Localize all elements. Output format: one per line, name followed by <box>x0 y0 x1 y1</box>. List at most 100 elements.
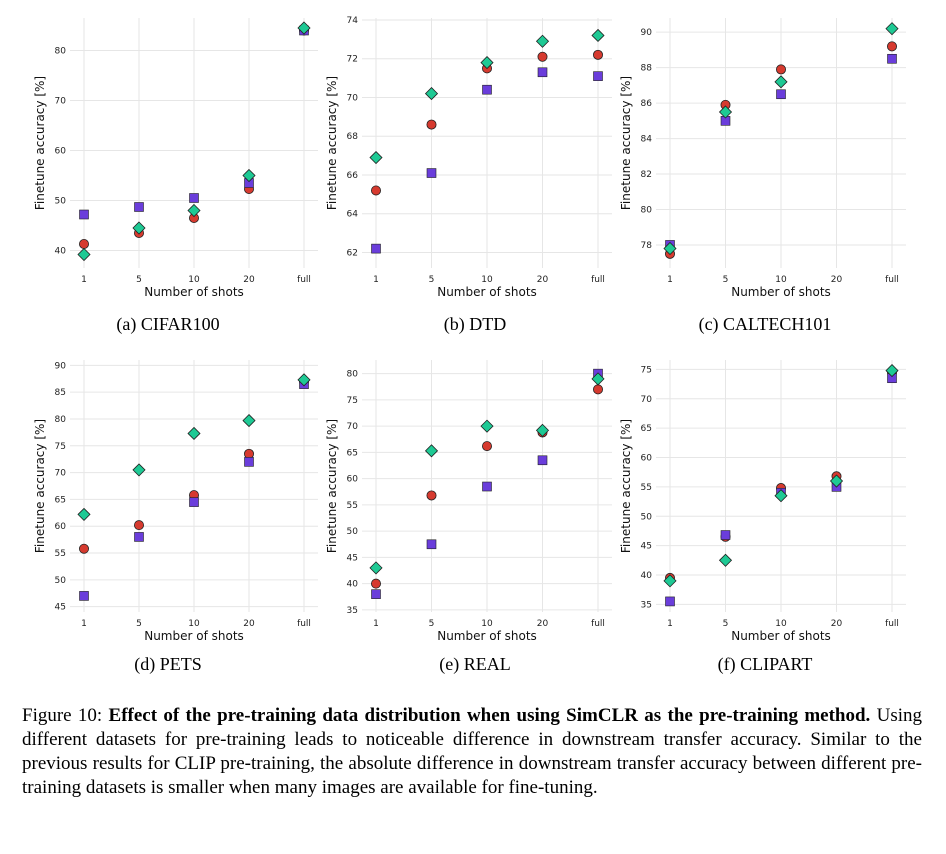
data-point-diamond <box>424 444 439 458</box>
y-tick-label: 74 <box>347 16 359 26</box>
y-tick-label: 78 <box>641 241 653 251</box>
y-tick-label: 62 <box>347 248 358 258</box>
data-point-diamond <box>885 22 899 36</box>
x-tick-label: full <box>885 275 899 285</box>
data-point-diamond <box>242 168 256 183</box>
data-point-square <box>371 589 381 599</box>
data-point-circle <box>79 238 90 249</box>
y-tick-label: 75 <box>347 396 358 406</box>
data-point-diamond <box>77 247 91 262</box>
x-axis-label: Number of shots <box>437 285 537 299</box>
y-axis-label: Finetune accuracy [%] <box>33 76 47 210</box>
subplot-title: (a) CIFAR100 <box>116 314 219 335</box>
chart-panel-2: 62 64 66 68 70 72 74 1 5 10 20 full Number of shots F… <box>325 16 612 335</box>
y-tick-label: 80 <box>55 47 67 57</box>
y-tick-label: 35 <box>347 606 358 616</box>
x-tick-label: 1 <box>667 275 673 285</box>
data-point-square <box>665 596 675 607</box>
x-tick-label: 1 <box>81 619 87 629</box>
x-tick-label: 1 <box>81 275 87 285</box>
y-tick-label: 40 <box>641 571 653 581</box>
x-tick-label: 10 <box>481 275 493 285</box>
x-tick-label: 5 <box>429 275 435 285</box>
caption-label: Figure 10: <box>22 705 103 726</box>
x-tick-label: 5 <box>136 275 142 285</box>
subplot-title: (d) PETS <box>134 654 202 675</box>
x-tick-label: 10 <box>188 275 200 285</box>
x-tick-label: 5 <box>429 619 435 629</box>
y-tick-label: 72 <box>347 55 358 65</box>
data-point-square <box>189 193 199 203</box>
x-tick-label: 20 <box>537 619 549 629</box>
x-tick-label: full <box>591 275 605 285</box>
data-point-diamond <box>77 507 91 521</box>
data-point-square <box>189 497 199 507</box>
y-axis-label: Finetune accuracy [%] <box>619 419 633 553</box>
y-tick-label: 65 <box>55 495 66 505</box>
subplot-title: (f) CLIPART <box>718 654 813 675</box>
data-point-square <box>482 84 492 95</box>
y-tick-label: 90 <box>641 28 653 38</box>
data-point-circle <box>426 490 437 501</box>
figure-grid: 40 50 60 70 80 1 5 10 20 full Number of shots Finet… <box>33 16 906 675</box>
y-tick-label: 64 <box>347 210 359 220</box>
y-tick-label: 65 <box>347 448 358 458</box>
y-tick-label: 60 <box>55 147 67 157</box>
x-axis-label: Number of shots <box>144 285 244 299</box>
y-tick-label: 45 <box>347 553 358 563</box>
y-tick-label: 45 <box>55 603 66 613</box>
subplot-title: (e) REAL <box>439 654 510 675</box>
y-tick-label: 70 <box>55 97 67 107</box>
data-point-diamond <box>187 426 201 441</box>
x-axis-label: Number of shots <box>731 285 831 299</box>
x-tick-label: 20 <box>831 619 843 629</box>
data-point-circle <box>133 520 144 531</box>
data-point-diamond <box>885 364 899 378</box>
data-point-square <box>776 89 786 100</box>
data-point-diamond <box>718 105 733 119</box>
data-point-square <box>79 209 89 220</box>
x-tick-label: 10 <box>481 619 493 629</box>
data-point-diamond <box>774 75 788 89</box>
x-tick-label: 5 <box>723 275 729 285</box>
x-tick-label: 5 <box>136 619 142 629</box>
x-tick-label: 1 <box>373 619 379 629</box>
data-point-diamond <box>535 423 550 437</box>
x-tick-label: 10 <box>188 619 200 629</box>
data-point-diamond <box>591 28 605 43</box>
data-point-diamond <box>591 372 605 386</box>
data-point-circle <box>370 185 381 196</box>
caption-bold: Effect of the pre-training data distribu… <box>108 705 871 726</box>
data-point-diamond <box>132 221 146 235</box>
data-point-diamond <box>187 203 201 218</box>
chart-panel-1: 40 50 60 70 80 1 5 10 20 full Number of shots Finet… <box>33 18 318 335</box>
figure-caption: Figure 10: Effect of the pre-training da… <box>22 704 922 800</box>
x-tick-label: 20 <box>243 275 255 285</box>
data-point-square <box>244 457 254 467</box>
x-tick-label: 5 <box>723 619 729 629</box>
data-point-diamond <box>718 553 733 567</box>
x-tick-label: 10 <box>775 619 787 629</box>
data-point-diamond <box>369 150 383 165</box>
y-tick-label: 75 <box>55 442 66 452</box>
chart-panel-5: 35 40 45 50 55 60 65 70 75 80 1 5 10 20 full Number of … <box>325 360 612 675</box>
y-tick-label: 60 <box>347 475 359 485</box>
y-tick-label: 88 <box>641 64 653 74</box>
data-point-square <box>426 539 437 550</box>
data-point-diamond <box>535 34 550 48</box>
x-tick-label: 1 <box>667 619 673 629</box>
y-tick-label: 70 <box>347 93 359 103</box>
y-tick-label: 50 <box>55 576 67 586</box>
y-tick-label: 60 <box>641 454 653 464</box>
y-axis-label: Finetune accuracy [%] <box>33 419 47 553</box>
data-point-square <box>720 530 731 540</box>
y-axis-label: Finetune accuracy [%] <box>325 419 339 553</box>
data-point-diamond <box>242 414 256 428</box>
data-point-circle <box>593 49 604 60</box>
x-tick-label: full <box>297 619 311 629</box>
data-point-square <box>593 71 603 81</box>
chart-panel-3: 78 80 82 84 86 88 90 1 5 10 20 full Number of shots F… <box>619 18 906 335</box>
y-tick-label: 68 <box>347 132 359 142</box>
y-tick-label: 70 <box>347 422 359 432</box>
data-point-circle <box>776 64 787 75</box>
